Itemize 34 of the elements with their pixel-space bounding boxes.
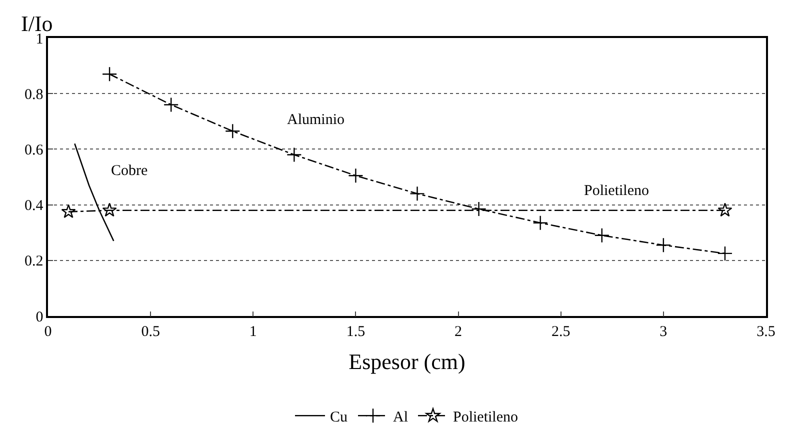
y-tick-label: 0.8 xyxy=(24,86,44,103)
point xyxy=(163,97,179,112)
x-tick-label: 1 xyxy=(249,324,257,340)
point xyxy=(225,124,240,139)
point xyxy=(348,168,364,184)
point xyxy=(656,238,672,253)
annotation: Aluminio xyxy=(287,112,345,128)
y-tick-label: 0.6 xyxy=(24,142,44,158)
point xyxy=(594,228,610,243)
point xyxy=(286,147,302,162)
point xyxy=(717,246,733,262)
annotation: Polietileno xyxy=(584,183,649,199)
legend-label: Cu xyxy=(330,410,348,426)
x-tick-label: 3 xyxy=(660,324,668,340)
point xyxy=(532,215,548,230)
point xyxy=(102,202,117,217)
x-tick-label: 1.5 xyxy=(346,324,366,340)
point xyxy=(471,201,486,217)
point xyxy=(61,204,76,218)
y-tick-label: 0 xyxy=(36,309,44,326)
legend-label: Al xyxy=(393,410,408,426)
x-tick-label: 3.5 xyxy=(756,324,776,340)
y-tick-label: 0.2 xyxy=(24,254,44,270)
legend-label: Polietileno xyxy=(453,410,518,426)
x-tick-label: 2.5 xyxy=(551,324,570,340)
point xyxy=(410,186,425,202)
x-axis-title: Espesor (cm) xyxy=(348,349,466,374)
x-tick-label: 0.5 xyxy=(141,324,160,340)
point xyxy=(102,66,118,82)
x-tick-label: 2 xyxy=(454,324,462,340)
point xyxy=(718,202,732,217)
y-tick-label: 0.4 xyxy=(24,198,44,214)
annotation: Cobre xyxy=(111,163,148,179)
y-tick-label: 1 xyxy=(36,31,44,48)
